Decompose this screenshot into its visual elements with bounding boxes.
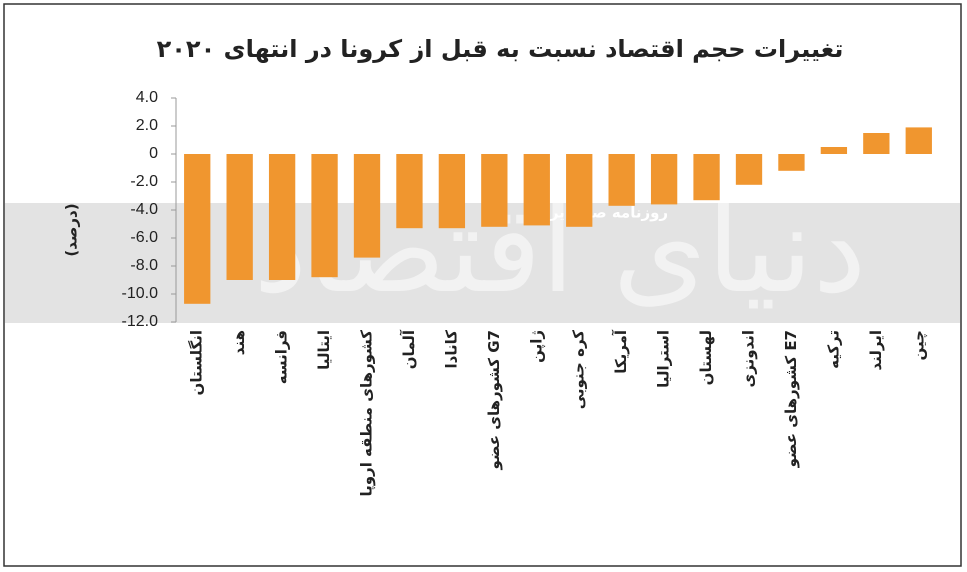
x-tick-label: چین [909,330,928,360]
x-tick-label: اندونزی [740,330,758,387]
y-tick-label: 4.0 [136,89,158,106]
bar [353,154,381,258]
x-tick-label: انگلستان [188,330,206,395]
bar [481,154,508,227]
x-tick-label: کانادا [442,330,460,369]
y-tick-label: 2.0 [136,117,158,134]
watermark-logo: دنیای اقتصاد [254,181,867,320]
watermark-text: روزنامه صبح ایران [532,204,668,222]
bar [523,154,550,226]
bar [268,154,296,280]
x-tick-label: کشورهای منطقه اروپا [358,330,377,497]
y-tick-label: -12.0 [122,313,159,330]
bar [735,154,763,185]
bar [905,127,932,154]
x-tick-label: کره جنوبی [570,330,588,410]
y-tick-label: -4.0 [130,201,158,218]
y-tick-label: -6.0 [130,229,158,246]
y-tick-label: 0 [149,145,158,162]
bar [650,154,678,205]
x-tick-label: ژاپن [527,330,546,363]
bar [311,154,338,278]
bar [566,154,593,227]
y-tick-label: -2.0 [130,173,158,190]
bar [820,147,848,154]
x-tick-label: فرانسه [273,330,291,384]
x-tick-label: استرالیا [655,330,673,388]
y-tick-label: -10.0 [122,285,159,302]
x-tick-label: لهستان [697,330,715,385]
x-tick-label: ایرلند [867,330,885,371]
x-tick-label: ایتالیا [315,330,333,370]
x-tick-label: آلمان [400,329,418,369]
x-tick-label: کشورهای عضو G7 [485,330,503,470]
chart-title: تغییرات حجم اقتصاد نسبت به قبل از کرونا … [157,35,844,63]
bar [226,154,253,280]
x-tick-label: آمریکا [612,329,630,374]
x-tick-label: ترکیه [824,330,842,369]
x-tick-label: هند [230,330,248,355]
bar [184,154,211,304]
bar [863,133,890,154]
bar [608,154,635,206]
bar [438,154,466,229]
x-tick-label: کشورهای عضو E7 [782,330,800,468]
y-axis-label: (درصد) [63,203,81,256]
bar [693,154,720,201]
bar [396,154,423,229]
bar [778,154,805,171]
y-tick-label: -8.0 [130,257,158,274]
